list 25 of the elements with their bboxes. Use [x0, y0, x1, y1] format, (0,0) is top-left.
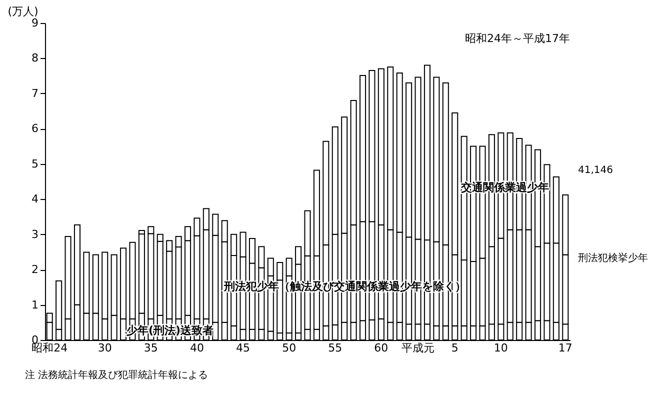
y-tick-label: 7	[32, 86, 38, 100]
y-tick-label: 1	[32, 298, 38, 312]
text: 41,146	[578, 165, 613, 176]
x-tick-label: 50	[282, 342, 296, 354]
y-tick-label: 4	[32, 192, 38, 206]
text: 昭和24年～平成17年	[465, 32, 570, 45]
y-tick-label: 9	[32, 16, 38, 30]
x-tick-label: 40	[190, 342, 204, 354]
x-tick-label: 5	[451, 342, 458, 354]
text: 注 法務統計年報及び犯罪統計年報による	[25, 369, 208, 381]
y-tick-label: 6	[32, 122, 38, 136]
y-tick-label: 5	[32, 157, 38, 170]
x-tick-label: 55	[328, 342, 342, 354]
y-tick-label: 3	[32, 228, 38, 241]
y-tick-label: 8	[32, 52, 38, 65]
y-tick-label: 2	[32, 263, 38, 276]
y-axis-title: (万人)	[8, 5, 38, 18]
x-tick-label: 10	[494, 342, 508, 354]
x-tick-label: 45	[236, 342, 250, 354]
text: 刑法犯検挙少年	[578, 252, 648, 264]
x-tick-label: 30	[98, 342, 112, 354]
x-tick-label: 60	[374, 342, 388, 354]
x-tick-label: 平成元	[402, 342, 435, 354]
x-tick-label: 35	[144, 342, 158, 354]
x-tick-label: 17	[558, 342, 572, 354]
